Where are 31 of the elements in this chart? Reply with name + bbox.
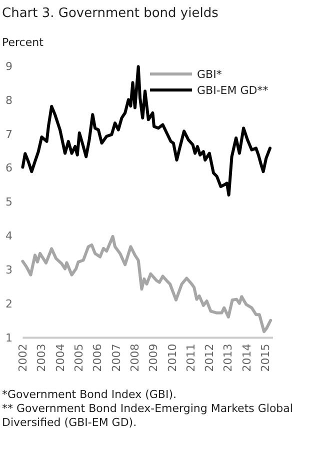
y-tick-label: 5 [6,196,12,209]
y-tick-label: 2 [6,298,12,311]
x-tick-label: 2014 [240,344,254,372]
x-tick-label: 2005 [72,344,86,372]
line-series [21,65,272,197]
y-tick-label: 4 [6,230,12,243]
x-tick-label: 2008 [128,344,142,372]
line-series [21,234,272,334]
x-tick-label: 2013 [222,344,235,372]
y-tick-label: 1 [6,332,12,345]
x-tick-label: 2011 [184,344,198,372]
x-tick-label: 2003 [35,344,48,372]
y-tick-label: 8 [6,94,12,107]
x-tick-label: 2015 [259,344,272,372]
x-tick-label: 2002 [16,344,30,372]
x-tick-label: 2007 [110,344,123,372]
chart-title: Chart 3. Government bond yields [2,6,219,21]
y-tick-label: 3 [6,264,12,277]
x-tick-label: 2004 [54,344,67,372]
x-tick-label: 2006 [91,344,104,372]
y-axis-title: Percent [2,36,44,49]
x-tick-label: 2012 [203,344,216,372]
y-tick-label: 6 [6,162,12,175]
x-tick-label: 2009 [147,344,160,372]
legend-label: GBI* [197,68,222,81]
text: *Government Bond Index (GBI). [2,388,176,401]
legend-label: GBI-EM GD** [197,84,269,97]
x-tick-label: 2010 [166,344,179,372]
y-tick-label: 9 [6,60,12,73]
y-tick-label: 7 [6,128,12,141]
text: ** Government Bond Index-Emerging Markets Global Diversified (GBI-EM GD). [2,402,293,429]
